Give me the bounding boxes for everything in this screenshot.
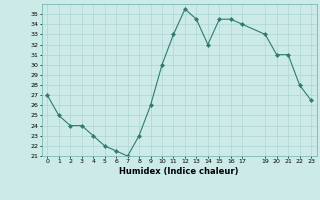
- X-axis label: Humidex (Indice chaleur): Humidex (Indice chaleur): [119, 167, 239, 176]
